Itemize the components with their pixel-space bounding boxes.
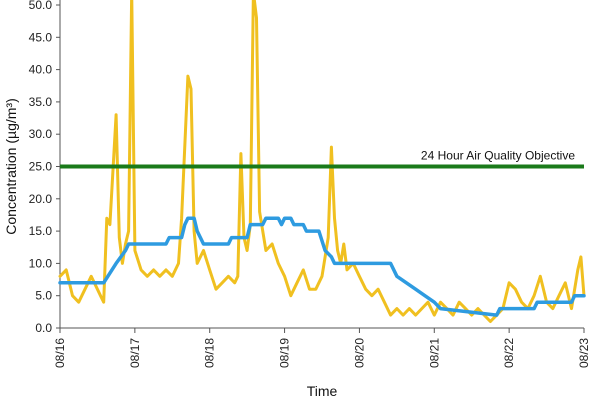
rolling-average-line bbox=[58, 216, 586, 317]
x-tick-label: 08/22 bbox=[502, 338, 516, 368]
y-tick-label: 35.0 bbox=[29, 95, 53, 109]
x-tick-label: 08/17 bbox=[128, 338, 142, 368]
y-tick-label: 25.0 bbox=[29, 160, 53, 174]
x-tick-label: 08/18 bbox=[203, 338, 217, 368]
y-tick-label: 15.0 bbox=[29, 224, 53, 238]
y-tick-label: 20.0 bbox=[29, 192, 53, 206]
x-tick-label: 08/20 bbox=[352, 338, 366, 368]
x-tick-label: 08/16 bbox=[53, 338, 67, 368]
x-tick-label: 08/21 bbox=[427, 338, 441, 368]
chart-series-layer bbox=[58, 0, 586, 323]
hourly-concentration-line bbox=[58, 0, 586, 323]
x-axis-title: Time bbox=[307, 383, 338, 399]
y-tick-label: 0.0 bbox=[35, 321, 52, 335]
y-tick-label: 45.0 bbox=[29, 30, 53, 44]
objective-annotation: 24 Hour Air Quality Objective bbox=[421, 149, 575, 163]
x-tick-label: 08/23 bbox=[577, 338, 591, 368]
tick-labels-layer: 0.0 5.0 10.0 15.0 20.0 25.0 30.0 35.0 40.0 45.0 50… bbox=[29, 0, 591, 368]
x-tick-label: 08/19 bbox=[278, 338, 292, 368]
y-tick-label: 50.0 bbox=[29, 0, 53, 12]
y-tick-label: 40.0 bbox=[29, 63, 53, 77]
y-tick-label: 5.0 bbox=[35, 289, 52, 303]
y-tick-label: 30.0 bbox=[29, 127, 53, 141]
y-axis-title: Concentration (µg/m³) bbox=[3, 98, 19, 234]
y-tick-label: 10.0 bbox=[29, 256, 53, 270]
chart-axes bbox=[56, 0, 585, 333]
